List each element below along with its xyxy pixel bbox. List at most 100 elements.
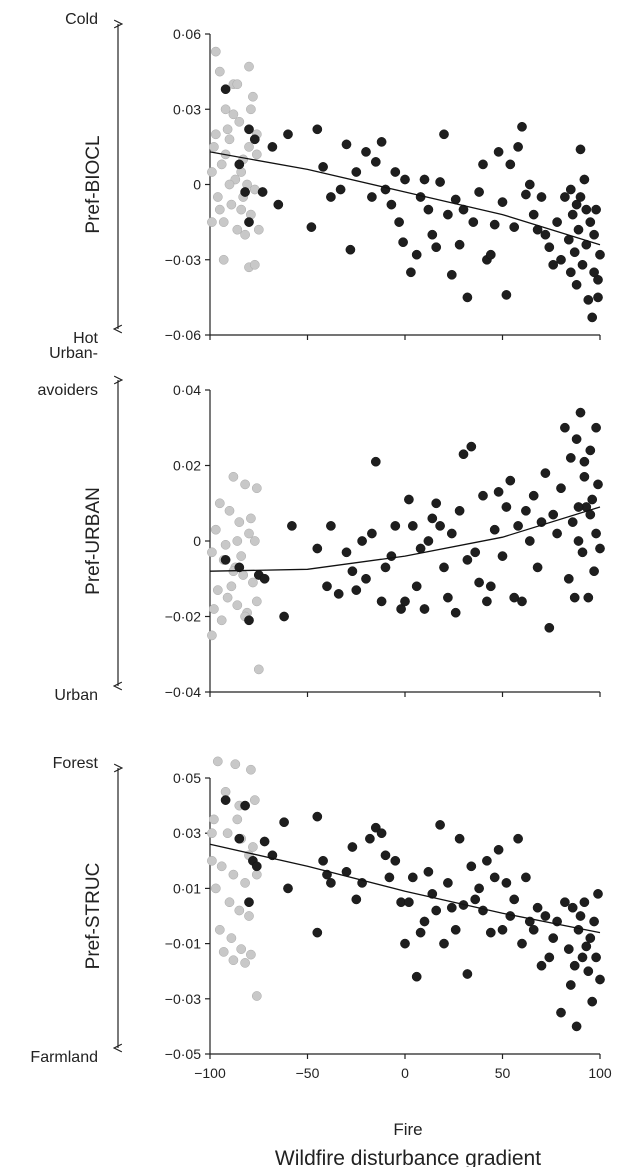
scatter-point — [595, 974, 605, 985]
series-2 — [220, 84, 605, 323]
scatter-point — [244, 124, 254, 135]
scatter-point — [240, 958, 250, 968]
y-tick-label: −0·03 — [165, 252, 201, 268]
scatter-point — [209, 142, 219, 152]
scatter-point — [214, 924, 225, 935]
scatter-point — [249, 259, 260, 270]
scatter-point — [380, 562, 391, 573]
scatter-point — [593, 889, 603, 899]
scatter-point — [524, 179, 535, 190]
scatter-point — [591, 204, 601, 215]
scatter-point — [411, 249, 422, 260]
scatter-point — [573, 536, 584, 546]
scatter-point — [497, 197, 508, 207]
y-tick-label: 0·06 — [173, 26, 201, 42]
scatter-point — [466, 861, 477, 872]
scatter-point — [540, 468, 551, 478]
scatter-point — [583, 966, 594, 977]
scatter-point — [220, 555, 231, 565]
y-tick-label: −0·06 — [165, 327, 201, 343]
scatter-point — [583, 592, 594, 603]
scatter-point — [462, 555, 473, 565]
scatter-point — [577, 259, 588, 270]
scatter-point — [517, 121, 527, 132]
scatter-point — [259, 836, 270, 847]
scatter-point — [249, 536, 260, 546]
scatter-point — [419, 174, 430, 185]
scatter-point — [509, 592, 520, 603]
y-axis-label: Pref-BIOCL — [83, 135, 104, 233]
scatter-point — [220, 84, 231, 95]
bottom-end-label: Urban — [54, 687, 98, 704]
y-tick-label: 0·05 — [173, 770, 201, 786]
scatter-point — [326, 521, 336, 531]
series-2 — [220, 795, 605, 1032]
scatter-point — [240, 878, 250, 888]
scatter-point — [240, 479, 250, 490]
scatter-point — [548, 259, 559, 270]
series-1 — [207, 756, 262, 1001]
scatter-point — [226, 581, 237, 592]
scatter-point — [419, 916, 430, 927]
scatter-point — [380, 850, 391, 861]
scatter-point — [273, 199, 284, 210]
scatter-point — [567, 209, 578, 220]
scatter-point — [318, 855, 328, 866]
scatter-point — [485, 249, 496, 260]
scatter-point — [521, 189, 531, 200]
scatter-point — [351, 585, 362, 595]
scatter-point — [207, 855, 217, 866]
scatter-point — [246, 104, 256, 115]
scatter-point — [246, 949, 256, 960]
scatter-point — [246, 513, 256, 524]
scatter-point — [579, 897, 590, 908]
scatter-point — [589, 566, 599, 577]
scatter-point — [454, 833, 465, 844]
y-tick-label: −0·05 — [165, 1046, 201, 1062]
scatter-point — [251, 991, 262, 1001]
scatter-point — [407, 872, 418, 883]
scatter-point — [474, 187, 484, 197]
top-end-label: Urban- — [49, 345, 98, 362]
scatter-point — [585, 445, 596, 456]
scatter-point — [244, 897, 254, 908]
top-end-label: avoiders — [38, 382, 98, 399]
scatter-point — [415, 543, 426, 554]
scatter-point — [244, 615, 254, 626]
scatter-point — [246, 764, 256, 775]
trend-line — [209, 843, 601, 934]
scatter-point — [446, 269, 457, 280]
scatter-point — [234, 562, 245, 573]
scatter-point — [210, 46, 221, 57]
scatter-point — [370, 456, 381, 467]
scatter-point — [509, 222, 520, 232]
scatter-point — [573, 924, 584, 935]
scatter-point — [267, 142, 278, 152]
scatter-point — [431, 905, 442, 916]
scatter-point — [544, 952, 555, 963]
scatter-point — [482, 855, 492, 866]
scatter-point — [423, 536, 434, 546]
scatter-point — [573, 224, 584, 235]
scatter-point — [222, 592, 233, 603]
scatter-point — [251, 861, 262, 872]
scatter-point — [489, 872, 500, 883]
scatter-point — [513, 142, 523, 152]
scatter-point — [567, 902, 578, 913]
scatter-point — [521, 505, 531, 516]
scatter-point — [253, 224, 264, 235]
scatter-point — [556, 1007, 566, 1018]
scatter-point — [234, 905, 245, 916]
y-tick-label: 0 — [193, 177, 201, 193]
scatter-point — [322, 581, 332, 592]
scatter-point — [595, 249, 605, 260]
scatter-point — [210, 129, 221, 140]
scatter-point — [548, 509, 559, 520]
scatter-point — [435, 521, 445, 531]
scatter-point — [207, 217, 217, 227]
scatter-point — [216, 615, 227, 626]
scatter-point — [406, 267, 416, 278]
scatter-point — [585, 217, 596, 227]
scatter-point — [419, 604, 430, 614]
scatter-point — [318, 162, 328, 172]
